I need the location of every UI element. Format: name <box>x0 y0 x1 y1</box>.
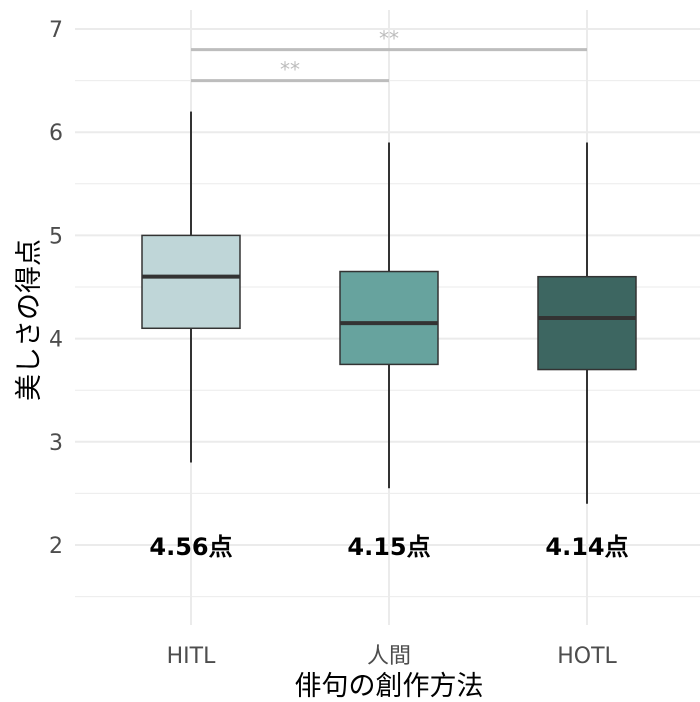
significance-label: ** <box>379 27 399 51</box>
box-group <box>141 111 241 463</box>
x-axis-title: 俳句の創作方法 <box>295 671 484 702</box>
significance-brackets: ** ** <box>191 27 587 83</box>
box-group <box>537 142 637 504</box>
y-tick-label: 6 <box>49 121 63 146</box>
y-axis-title: 美しさの得点 <box>14 239 45 401</box>
x-axis-ticks: HITL 人間 HOTL <box>167 644 618 669</box>
box-series <box>141 111 637 504</box>
y-tick-label: 5 <box>49 224 63 249</box>
significance-label: ** <box>280 58 300 82</box>
y-tick-label: 7 <box>49 18 63 43</box>
x-tick-label: HOTL <box>557 644 617 669</box>
y-axis-ticks: 2 3 4 5 6 7 <box>49 18 63 559</box>
mean-value-label: 4.15点 <box>347 533 430 561</box>
mean-value-label: 4.56点 <box>149 533 232 561</box>
mean-value-label: 4.14点 <box>545 533 628 561</box>
y-tick-label: 2 <box>49 534 63 559</box>
box-body <box>537 275 637 371</box>
mean-labels: 4.56点 4.15点 4.14点 <box>149 533 628 561</box>
box-body <box>339 270 439 366</box>
box-group <box>339 142 439 489</box>
x-tick-label: 人間 <box>367 644 411 669</box>
box-body <box>141 234 241 330</box>
y-tick-label: 4 <box>49 328 63 353</box>
x-tick-label: HITL <box>167 644 216 669</box>
y-tick-label: 3 <box>49 431 63 456</box>
